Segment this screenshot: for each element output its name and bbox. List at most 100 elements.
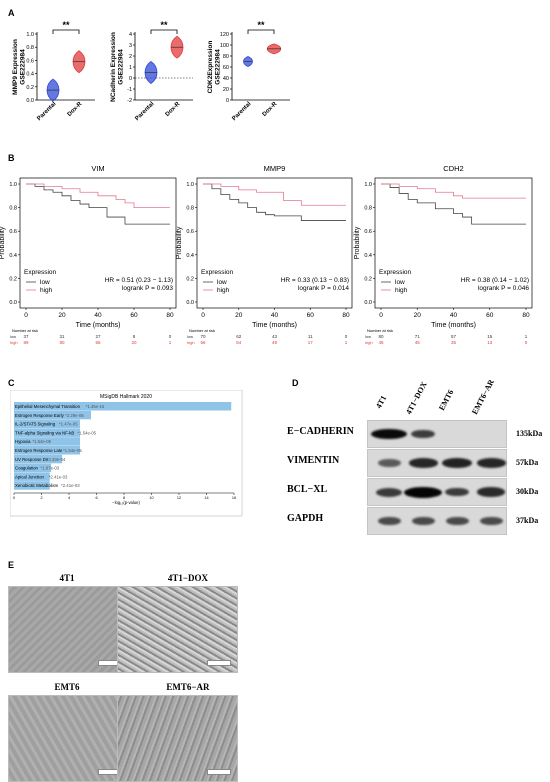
x-tick-label: 80 (342, 312, 350, 319)
risk-high: 17 (308, 340, 314, 345)
x-tick-label: 20 (58, 312, 66, 319)
wb-band (477, 487, 505, 497)
risk-high: 46 (378, 340, 384, 345)
wb-kda-label: 135kDa (516, 429, 543, 438)
risk-high: 45 (415, 340, 421, 345)
risk-high: 89 (23, 340, 29, 345)
logrank-p: logrank P = 0.014 (298, 285, 349, 292)
y-tick-label: 1 (129, 65, 132, 71)
y-tick-label: 0.4 (9, 253, 17, 259)
km-plot-2: MMP9 0.0 0.2 0.4 0.6 0.8 1.0 0 20 40 60 80 Time (mon… (176, 164, 353, 345)
y-tick-label: 0.0 (186, 300, 194, 306)
x-tick-label: 10 (149, 496, 153, 500)
risk-low: 70 (200, 334, 206, 339)
y-tick-label: 0.0 (9, 300, 17, 306)
risk-high: 49 (272, 340, 278, 345)
term-pvalue: *1.47e-05 (59, 422, 78, 427)
wb-band (411, 516, 435, 526)
y-tick-label: 40 (223, 76, 229, 82)
enrichment-bar (14, 428, 80, 437)
y-tick-label: 0.4 (186, 253, 194, 259)
y-axis-label: Probability (354, 226, 361, 259)
y-tick-label: 0.8 (364, 206, 372, 212)
km-title: VIM (91, 164, 104, 173)
x-tick-label: 12 (177, 496, 181, 500)
risk-title: Number at risk (367, 328, 393, 333)
x-tick-label: 6 (95, 496, 97, 500)
risk-high: 55 (95, 340, 101, 345)
x-tick-label: 0 (201, 312, 205, 319)
legend-high: high (217, 287, 230, 294)
x-tick-label: Dox-R (262, 101, 279, 118)
legend-high: high (395, 287, 408, 294)
wb-protein-label: E−CADHERIN (287, 426, 354, 437)
wb-band (408, 458, 438, 468)
panel-label-c: C (8, 378, 15, 388)
x-tick-label: 40 (271, 312, 279, 319)
x-tick-label: 14 (204, 496, 208, 500)
x-tick-label: 4 (68, 496, 70, 500)
y-tick-label: 0.6 (26, 58, 34, 64)
legend-title: Expression (201, 269, 234, 276)
risk-low: 71 (415, 334, 421, 339)
x-tick-label: 8 (123, 496, 125, 500)
sig-stars: ** (160, 20, 168, 30)
wb-band (444, 487, 470, 497)
hazard-ratio: HR = 0.51 (0.23 − 1.13) (105, 277, 173, 284)
term-label: Epithelial Mesenchymal Transition (15, 404, 81, 409)
term-label: Coagulation (15, 466, 39, 471)
micrograph-4t1 (8, 586, 129, 673)
km-plot-3: CDH2 0.0 0.2 0.4 0.6 0.8 1.0 0 20 40 60 80 Time (mon… (354, 164, 533, 345)
risk-low: 31 (59, 334, 65, 339)
wb-band (404, 486, 442, 498)
wb-lane-label: 4T1−DOX (404, 380, 429, 416)
risk-low-label: low (10, 334, 16, 339)
legend-low: low (395, 279, 405, 286)
enrichment-bar (14, 481, 50, 490)
wb-kda-label: 30kDa (516, 487, 539, 496)
y-tick-label: 0.6 (186, 229, 194, 235)
scale-bar (207, 769, 231, 775)
x-tick-label: 40 (450, 312, 458, 319)
wb-blot-strip (367, 420, 507, 448)
violin-plot-3: CDK2ExpressionGSE222984 0 20 40 60 80 100 120 Pa… (207, 20, 290, 122)
x-tick-label: 20 (235, 312, 243, 319)
risk-title: Number at risk (12, 328, 38, 333)
enrichment-bar (14, 410, 91, 420)
y-tick-label: 0.2 (364, 276, 372, 282)
y-axis-label-line: MMP9 Expression (12, 39, 19, 95)
wb-band (441, 458, 473, 468)
wb-blot-strip (367, 449, 507, 477)
y-tick-label: 0.6 (364, 229, 372, 235)
wb-kda-label: 37kDa (516, 516, 539, 525)
term-pvalue: *1.54e-05 (63, 448, 82, 453)
x-tick-label: 80 (522, 312, 530, 319)
enrichment-bar (14, 402, 232, 411)
term-pvalue: *3.33e-04 (47, 457, 66, 462)
enrichment-bar (14, 463, 52, 473)
y-axis-label-line: CDK2Expression (207, 41, 214, 94)
panel-label-a: A (8, 8, 15, 18)
y-tick-label: 0.0 (26, 98, 34, 104)
wb-band (410, 429, 436, 439)
risk-low: 0 (169, 334, 172, 339)
legend-title: Expression (24, 269, 57, 276)
y-tick-label: 0 (129, 76, 132, 82)
x-tick-label: Parental (36, 101, 57, 122)
risk-low: 0 (345, 334, 348, 339)
y-axis-label: Probability (0, 226, 6, 259)
y-tick-label: -2 (127, 98, 132, 104)
term-pvalue: *1.54e-05 (77, 430, 96, 435)
logrank-p: logrank P = 0.093 (122, 285, 173, 292)
risk-low: 27 (95, 334, 101, 339)
term-pvalue: *1.87e-03 (41, 466, 60, 471)
micrographs: 4T1 4T1−DOX EMT6 EMT6−AR (0, 570, 300, 782)
x-tick-label: Dox-R (67, 101, 84, 118)
sig-bracket (52, 29, 80, 34)
wb-band (376, 487, 402, 497)
wb-band (445, 516, 469, 526)
micrograph-emt6 (8, 695, 129, 782)
sig-bracket (150, 29, 178, 34)
y-tick-label: 0.2 (186, 276, 194, 282)
